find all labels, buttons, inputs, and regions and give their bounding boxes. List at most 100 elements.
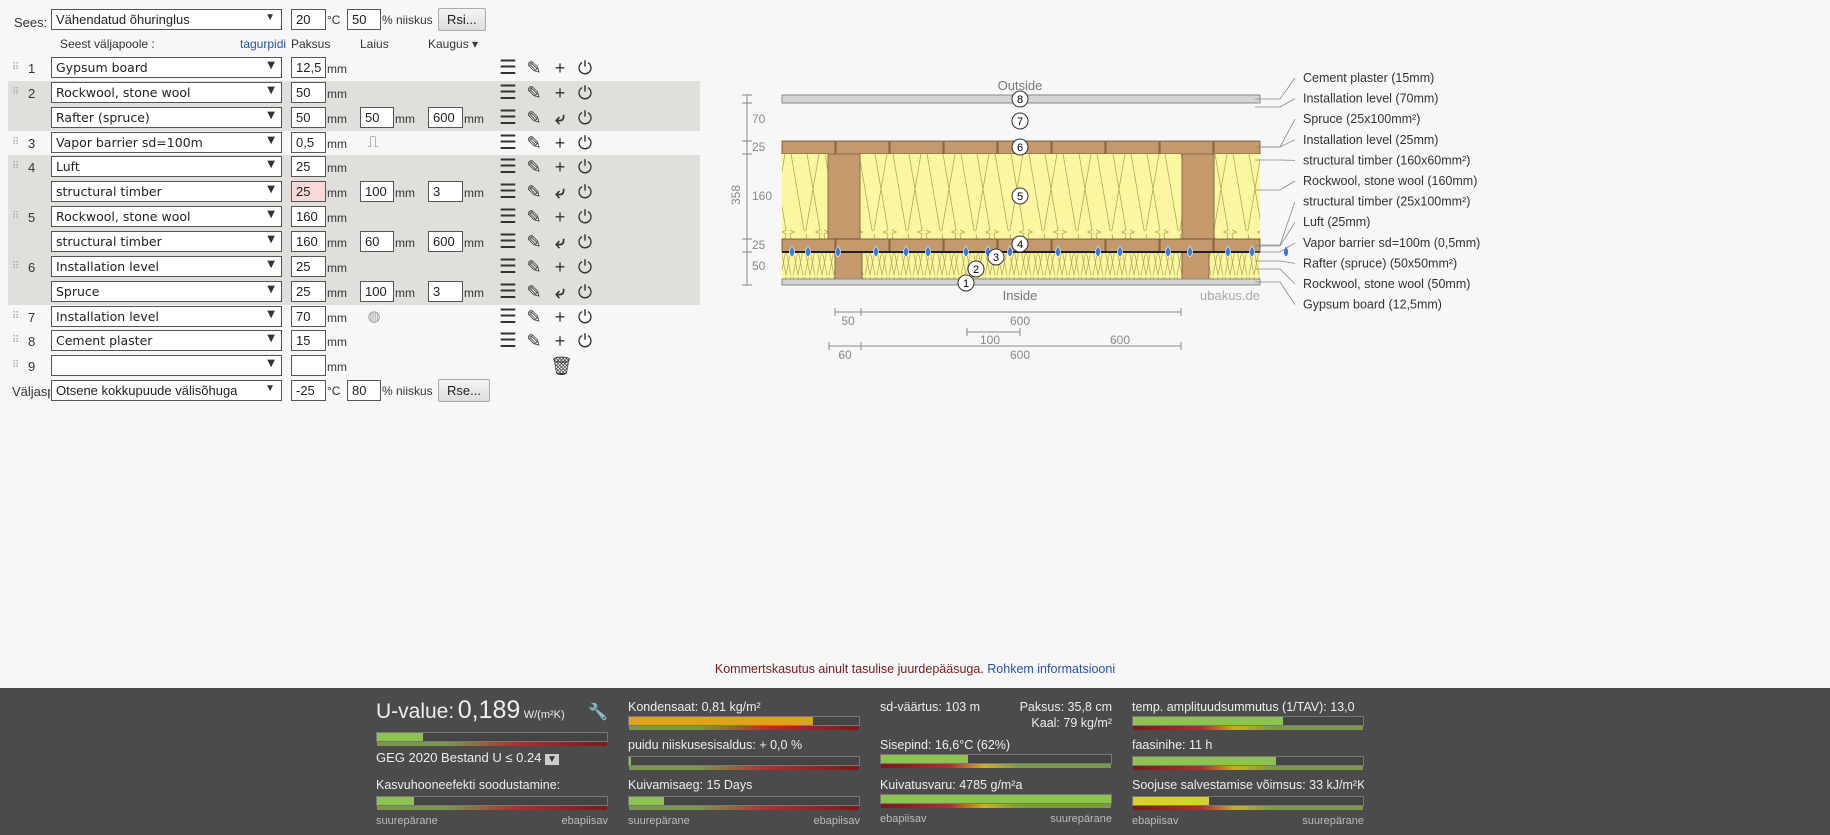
pencil-icon[interactable]: ✎ xyxy=(526,306,542,327)
material-select[interactable]: Spruce ▼ xyxy=(51,280,282,302)
pencil-icon[interactable]: ✎ xyxy=(526,331,542,352)
power-icon[interactable]: ⏻ xyxy=(577,58,593,78)
power-icon[interactable]: ⏻ xyxy=(577,331,593,352)
power-icon[interactable]: ⏻ xyxy=(577,107,593,128)
drag-handle-icon[interactable]: ⠿ xyxy=(12,335,20,347)
menu-icon[interactable]: ☰ xyxy=(499,156,517,179)
thickness-input[interactable]: 25 xyxy=(291,255,326,277)
drag-handle-icon[interactable]: ⠿ xyxy=(12,161,20,173)
inside-climate-select[interactable]: Vähendatud õhuringlus ▼ xyxy=(51,9,282,30)
material-select[interactable]: ▼ xyxy=(51,355,282,377)
add-sublayer-icon[interactable]: + xyxy=(554,157,566,178)
standard-select[interactable]: GEG 2020 Bestand U ≤ 0.24 xyxy=(376,750,542,765)
thickness-input[interactable]: 12,5 xyxy=(291,57,326,78)
add-sublayer-icon[interactable]: + xyxy=(554,58,566,78)
power-icon[interactable]: ⏻ xyxy=(577,132,593,153)
thickness-input[interactable]: 25 xyxy=(291,156,326,178)
distance-input[interactable]: 3 xyxy=(428,181,463,203)
undo-arrow-icon[interactable]: ⤶ xyxy=(554,281,566,302)
width-input[interactable]: 100 xyxy=(360,181,394,203)
material-select[interactable]: Gypsum board ▼ xyxy=(51,57,282,78)
pencil-icon[interactable]: ✎ xyxy=(526,157,542,178)
add-sublayer-icon[interactable]: + xyxy=(554,306,566,327)
pencil-icon[interactable]: ✎ xyxy=(526,281,542,302)
power-icon[interactable]: ⏻ xyxy=(577,182,593,203)
add-sublayer-icon[interactable]: + xyxy=(554,256,566,277)
menu-icon[interactable]: ☰ xyxy=(499,81,517,104)
rse-button[interactable]: Rse... xyxy=(438,379,490,402)
rsi-button[interactable]: Rsi... xyxy=(438,8,486,31)
add-timber-icon[interactable]: ◍ xyxy=(367,307,381,325)
undo-arrow-icon[interactable]: ⤶ xyxy=(554,231,566,252)
more-info-link[interactable]: Rohkem informatsiooni xyxy=(987,662,1116,676)
material-select[interactable]: Cement plaster ▼ xyxy=(51,330,282,352)
thickness-input[interactable]: 50 xyxy=(291,106,326,128)
distance-input[interactable]: 600 xyxy=(428,106,463,128)
wrench-icon[interactable]: 🔧 xyxy=(588,704,608,721)
thickness-input[interactable]: 160 xyxy=(291,230,326,252)
chevron-down-icon[interactable]: ▼ xyxy=(545,754,559,765)
thickness-input[interactable]: 15 xyxy=(291,330,326,352)
inside-temp-input[interactable]: 20 xyxy=(291,9,326,30)
drag-handle-icon[interactable]: ⠿ xyxy=(12,360,20,372)
menu-icon[interactable]: ☰ xyxy=(499,206,517,229)
drag-handle-icon[interactable]: ⠿ xyxy=(12,260,20,272)
power-icon[interactable]: ⏻ xyxy=(577,281,593,302)
pencil-icon[interactable]: ✎ xyxy=(526,207,542,228)
width-input[interactable]: 60 xyxy=(360,230,394,252)
menu-icon[interactable]: ☰ xyxy=(499,181,517,204)
thickness-input[interactable]: 70 xyxy=(291,305,326,327)
thickness-input[interactable]: 160 xyxy=(291,206,326,228)
menu-icon[interactable]: ☰ xyxy=(499,57,517,79)
undo-arrow-icon[interactable]: ⤶ xyxy=(554,182,566,203)
drag-handle-icon[interactable]: ⠿ xyxy=(12,310,20,322)
thickness-input[interactable]: 0,5 xyxy=(291,131,326,153)
undo-arrow-icon[interactable]: ⤶ xyxy=(554,107,566,128)
distance-input[interactable]: 600 xyxy=(428,230,463,252)
thickness-input[interactable]: 50 xyxy=(291,81,326,103)
material-select[interactable]: structural timber ▼ xyxy=(51,181,282,203)
power-icon[interactable]: ⏻ xyxy=(577,231,593,252)
add-sublayer-icon[interactable]: + xyxy=(554,132,566,153)
width-input[interactable]: 100 xyxy=(360,280,394,302)
drag-handle-icon[interactable]: ⠿ xyxy=(12,136,20,148)
power-icon[interactable]: ⏻ xyxy=(577,256,593,277)
pencil-icon[interactable]: ✎ xyxy=(526,256,542,277)
menu-icon[interactable]: ☰ xyxy=(499,280,517,303)
add-sublayer-icon[interactable]: + xyxy=(554,82,566,103)
material-select[interactable]: Rockwool, stone wool ▼ xyxy=(51,81,282,103)
material-select[interactable]: Rockwool, stone wool ▼ xyxy=(51,206,282,228)
width-input[interactable]: 50 xyxy=(360,106,394,128)
add-sublayer-icon[interactable]: + xyxy=(554,331,566,352)
distance-header[interactable]: Kaugus ▾ xyxy=(428,37,479,51)
barrier-profile-icon[interactable]: ⎍ xyxy=(367,133,379,151)
outside-climate-select[interactable]: Otsene kokkupuude välisõhuga ▼ xyxy=(51,380,282,401)
reverse-link[interactable]: tagurpidi xyxy=(240,37,287,51)
outside-temp-input[interactable]: -25 xyxy=(291,380,326,401)
pencil-icon[interactable]: ✎ xyxy=(526,182,542,203)
outside-humidity-input[interactable]: 80 xyxy=(347,380,381,401)
material-select[interactable]: structural timber ▼ xyxy=(51,230,282,252)
thickness-input[interactable] xyxy=(291,355,326,377)
pencil-icon[interactable]: ✎ xyxy=(526,231,542,252)
power-icon[interactable]: ⏻ xyxy=(577,207,593,228)
power-icon[interactable]: ⏻ xyxy=(577,157,593,178)
power-icon[interactable]: ⏻ xyxy=(577,82,593,103)
material-select[interactable]: Vapor barrier sd=100m ▼ xyxy=(51,131,282,153)
pencil-icon[interactable]: ✎ xyxy=(526,58,542,78)
thickness-input[interactable]: 25 xyxy=(291,280,326,302)
trash-icon[interactable]: 🗑 xyxy=(550,356,573,377)
drag-handle-icon[interactable]: ⠿ xyxy=(12,86,20,98)
power-icon[interactable]: ⏻ xyxy=(577,306,593,327)
menu-icon[interactable]: ☰ xyxy=(499,330,517,353)
thickness-input[interactable]: 25 xyxy=(291,181,326,203)
menu-icon[interactable]: ☰ xyxy=(499,131,517,154)
material-select[interactable]: Luft ▼ xyxy=(51,156,282,178)
inside-humidity-input[interactable]: 50 xyxy=(347,9,381,30)
menu-icon[interactable]: ☰ xyxy=(499,255,517,278)
menu-icon[interactable]: ☰ xyxy=(499,106,517,129)
material-select[interactable]: Installation level ▼ xyxy=(51,255,282,277)
material-select[interactable]: Installation level ▼ xyxy=(51,305,282,327)
distance-input[interactable]: 3 xyxy=(428,280,463,302)
menu-icon[interactable]: ☰ xyxy=(499,305,517,328)
